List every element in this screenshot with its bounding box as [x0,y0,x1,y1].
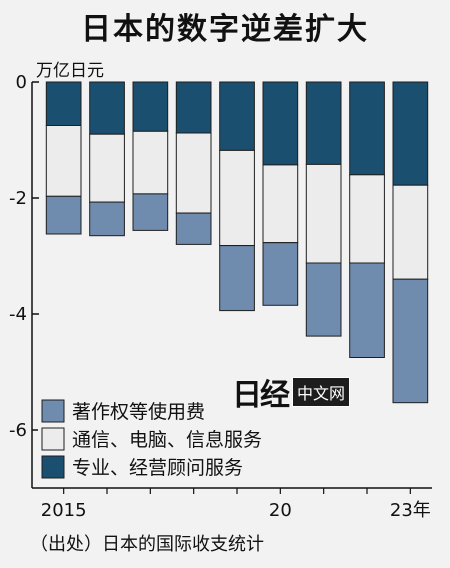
bar-segment-2015-consulting [45,81,82,126]
legend-label-consulting: 专业、经营顾问服务 [72,457,243,479]
bar-segment-2018-consulting [175,81,212,134]
legend-swatch-royalty [41,399,65,423]
source-note: （出处）日本的国际收支统计 [30,534,264,555]
y-axis-unit-label: 万亿日元 [36,61,104,81]
bar-segment-2020-consulting [262,81,299,166]
bar-segment-2020-telecom [262,164,299,244]
bar-segment-2017-royalty [132,193,169,231]
bar-segment-2023-consulting [392,81,429,186]
y-tick-label: -6 [9,420,27,441]
bar-segment-2016-telecom [89,133,125,203]
bar-segment-2021-consulting [305,81,342,165]
x-tick-label: 20 [269,500,292,521]
bar-segment-2016-royalty [89,201,125,237]
legend-swatch-telecom [41,427,65,451]
x-tick-label: 2015 [41,500,87,521]
bar-segment-2017-consulting [132,81,169,132]
bar-segment-2022-royalty [349,262,385,358]
bar-segment-2017-telecom [132,130,169,195]
bar-segment-2019-royalty [219,245,255,312]
bar-segment-2016-consulting [89,81,125,135]
legend-label-royalty: 著作权等使用费 [72,401,205,423]
watermark-box: 中文网 [292,377,351,407]
bar-segment-2015-telecom [45,125,82,197]
nikkei-watermark-logo: 日经 中文网 [232,370,351,414]
x-tick-label: 23年 [390,500,431,521]
y-tick-label: 0 [16,72,27,93]
bar-segment-2021-royalty [305,262,342,337]
bar-segment-2018-telecom [175,132,212,214]
bar-segment-2022-consulting [349,81,385,176]
bar-segment-2023-telecom [392,184,429,280]
legend-swatch-consulting [41,455,65,479]
y-tick-label: -4 [9,304,27,325]
bar-segment-2015-royalty [45,195,82,235]
y-tick-label: -2 [9,188,27,209]
bar-segment-2021-telecom [305,163,342,264]
bar-segment-2019-consulting [219,81,255,151]
chart-title: 日本的数字逆差扩大 [81,12,369,47]
bar-segment-2022-telecom [349,174,385,264]
bar-segment-2019-telecom [219,149,255,246]
legend-label-telecom: 通信、电脑、信息服务 [72,429,262,451]
bar-segment-2020-royalty [262,242,299,306]
legend-background [38,393,348,483]
watermark-mark: 日经 [232,378,290,413]
bar-segment-2023-royalty [392,278,429,404]
bar-segment-2018-royalty [175,212,212,245]
